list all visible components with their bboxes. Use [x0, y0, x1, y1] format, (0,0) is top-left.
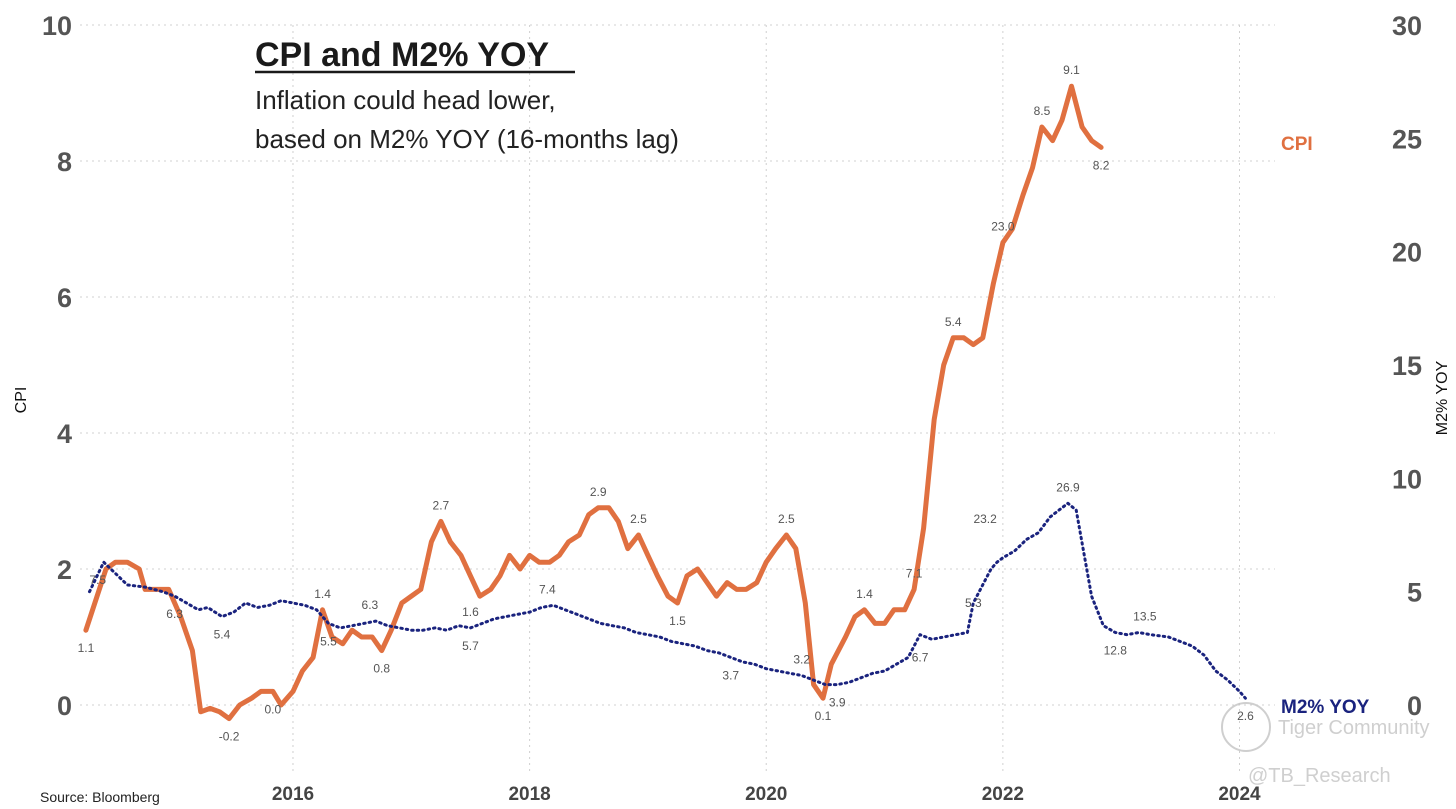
data-label: 6.3: [362, 598, 379, 612]
data-label: 7.1: [906, 566, 923, 580]
x-tick-label: 2018: [508, 784, 550, 805]
x-tick-label: 2024: [1218, 784, 1261, 805]
data-label: 3.9: [829, 696, 846, 710]
chart-title: CPI and M2% YOY: [255, 36, 549, 74]
x-tick-label: 2022: [982, 784, 1024, 805]
x-tick-label: 2016: [272, 784, 314, 805]
data-label: 5.4: [214, 628, 231, 642]
y-left-tick-label: 2: [57, 555, 72, 585]
watermark-handle: @TB_Research: [1248, 765, 1391, 787]
data-label: 0.1: [815, 709, 832, 723]
data-label: 5.5: [320, 634, 337, 648]
series-line-m2: [88, 501, 1247, 700]
chart-subtitle-line-2: based on M2% YOY (16-months lag): [255, 124, 679, 154]
watermark: Tiger Community @TB_Research: [1221, 702, 1430, 787]
data-label: 2.9: [590, 485, 607, 499]
data-label: 3.7: [722, 668, 739, 682]
source-note: Source: Bloomberg: [40, 789, 160, 805]
data-label: 1.5: [669, 614, 686, 628]
data-label: 5.4: [945, 315, 962, 329]
data-label: 8.5: [1034, 104, 1051, 118]
data-label: 7.4: [539, 582, 556, 596]
data-label: 7.5: [89, 573, 106, 587]
y-left-axis-label: CPI: [13, 387, 30, 414]
y-right-tick-label: 20: [1392, 238, 1422, 268]
y-left-tick-label: 0: [57, 691, 72, 721]
y-left-tick-label: 8: [57, 147, 72, 177]
data-labels: 1.1 7.5 6.3 -0.2 5.4 0.0 1.4 5.5 6.3 0.8 2.7 1.6 5.7…: [78, 63, 1255, 743]
y-right-axis-label: M2% YOY: [1434, 360, 1451, 435]
x-tick-label: 2020: [745, 784, 787, 805]
data-label: 2.5: [778, 512, 795, 526]
data-label: 8.2: [1093, 158, 1110, 172]
y-right-tick-label: 0: [1407, 691, 1422, 721]
y-left-tick-label: 10: [42, 11, 72, 41]
data-label: 5.3: [965, 596, 982, 610]
data-label: 3.2: [793, 653, 810, 667]
tiger-logo-icon: [1221, 702, 1271, 752]
data-label: 1.4: [856, 587, 873, 601]
y-right-tick-label: 30: [1392, 11, 1422, 41]
data-label: 0.0: [265, 702, 282, 716]
data-label: 13.5: [1133, 609, 1157, 623]
y-left-tick-label: 6: [57, 283, 72, 313]
data-label: 23.2: [973, 512, 997, 526]
data-label: 5.7: [462, 639, 479, 653]
watermark-community: Tiger Community: [1278, 717, 1430, 739]
data-label: 1.6: [462, 605, 479, 619]
y-right-tick-label: 25: [1392, 124, 1422, 154]
data-label: 1.4: [314, 587, 331, 601]
series-layer: [83, 83, 1247, 722]
y-left-tick-label: 4: [57, 419, 72, 449]
series-line-cpi: [83, 83, 1104, 722]
chart-subtitle-line-1: Inflation could head lower,: [255, 85, 556, 115]
data-label: 1.1: [78, 641, 95, 655]
data-label: 2.6: [1237, 709, 1254, 723]
data-label: 26.9: [1056, 480, 1080, 494]
data-label: 12.8: [1104, 643, 1128, 657]
data-label: 9.1: [1063, 63, 1080, 77]
y-right-tick-label: 15: [1392, 351, 1422, 381]
tick-labels: 0 2 4 6 8 10 0 5 10 15 20 25 30 2016 2018 2020 2022 2024: [42, 11, 1422, 805]
y-right-tick-label: 10: [1392, 464, 1422, 494]
legend-m2: M2% YOY: [1281, 697, 1370, 718]
y-right-tick-label: 5: [1407, 578, 1422, 608]
data-label: -0.2: [219, 730, 240, 744]
data-label: 6.3: [166, 607, 183, 621]
legend-cpi: CPI: [1281, 134, 1313, 155]
data-label: 2.5: [630, 512, 647, 526]
data-label: 6.7: [912, 650, 929, 664]
data-label: 23.0: [991, 220, 1015, 234]
data-label: 2.7: [433, 498, 450, 512]
data-label: 0.8: [373, 662, 390, 676]
